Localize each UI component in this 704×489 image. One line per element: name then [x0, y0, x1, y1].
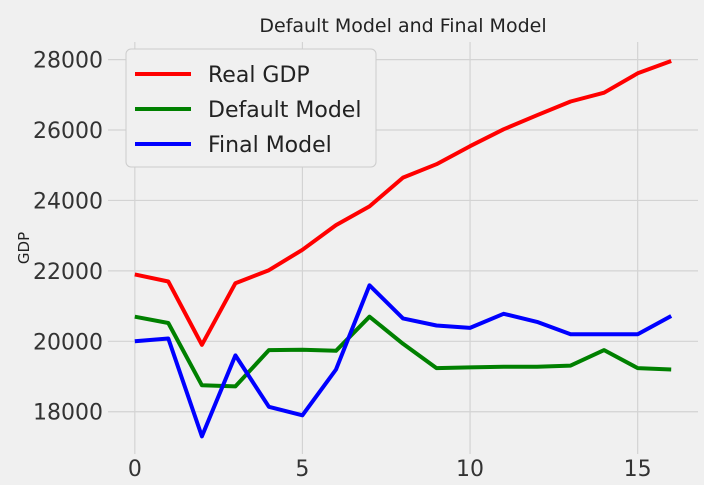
y-tick-label: 18000 [33, 401, 103, 426]
y-tick-label: 22000 [33, 260, 103, 285]
chart-title: Default Model and Final Model [259, 15, 546, 37]
legend-label: Final Model [208, 133, 332, 158]
x-tick-label: 10 [456, 457, 484, 482]
series-line-final-model [134, 283, 673, 439]
y-tick-label: 28000 [33, 49, 103, 74]
y-tick-labels: 18000 20000 22000 24000 26000 28000 [33, 49, 103, 426]
x-tick-labels: 0 5 10 15 [128, 457, 652, 482]
x-tick-label: 15 [624, 457, 652, 482]
y-tick-label: 26000 [33, 119, 103, 144]
x-tick-label: 0 [128, 457, 142, 482]
legend-label: Default Model [208, 98, 361, 123]
x-tick-label: 5 [295, 457, 309, 482]
legend-box [125, 48, 377, 168]
y-axis-label: GDP [15, 232, 33, 264]
series-line-real-gdp [134, 59, 672, 347]
series-layer [134, 59, 673, 439]
legend: Real GDP Default Model Final Model [125, 48, 377, 168]
y-tick-label: 24000 [33, 189, 103, 214]
y-tick-label: 20000 [33, 330, 103, 355]
legend-label: Real GDP [208, 63, 310, 88]
